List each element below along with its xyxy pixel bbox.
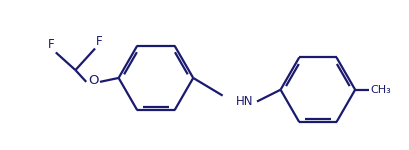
Text: HN: HN: [236, 95, 253, 108]
Text: F: F: [48, 38, 55, 51]
Text: F: F: [96, 34, 103, 48]
Text: O: O: [88, 74, 98, 87]
Text: CH₃: CH₃: [371, 85, 391, 95]
